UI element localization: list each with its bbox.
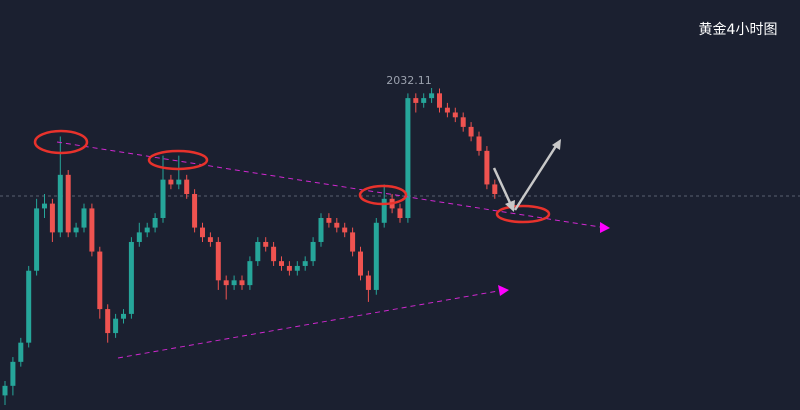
- candle-body: [350, 232, 356, 252]
- candle-body: [121, 313, 126, 319]
- candle-body: [271, 246, 277, 262]
- candle-body: [57, 174, 63, 233]
- candle-body: [105, 309, 111, 334]
- candle-body: [26, 270, 32, 343]
- candle-body: [42, 203, 47, 209]
- candle-body: [128, 241, 134, 314]
- candle-body: [373, 222, 379, 290]
- candle-body: [231, 280, 237, 286]
- candle-body: [286, 265, 292, 271]
- candle-body: [113, 318, 119, 334]
- candle-body: [484, 150, 490, 185]
- candle-body: [342, 227, 348, 233]
- candle-body: [215, 241, 221, 281]
- candle-body: [73, 227, 79, 233]
- arrow-head: [552, 139, 561, 150]
- candle-body: [413, 98, 419, 103]
- candle-body: [421, 98, 427, 103]
- candles: [2, 88, 498, 405]
- candle-body: [65, 174, 71, 233]
- candle-body: [152, 217, 158, 228]
- candle-body: [192, 194, 198, 228]
- highlight-ellipse: [147, 149, 209, 171]
- candle-body: [97, 251, 103, 310]
- highlight-ellipse: [33, 129, 89, 155]
- candle-body: [476, 136, 482, 151]
- candle-body: [2, 385, 8, 396]
- candle-body: [326, 217, 332, 223]
- candle-body: [381, 198, 387, 223]
- candle-body: [223, 280, 229, 286]
- candle-body: [302, 261, 308, 266]
- trend-line-upper: [56, 141, 601, 228]
- candle-body: [468, 126, 474, 137]
- highlight-ellipse: [495, 204, 551, 224]
- candle-body: [358, 251, 363, 276]
- candle-body: [81, 208, 87, 228]
- candle-body: [397, 208, 403, 218]
- trend-line-lower: [117, 290, 499, 359]
- candle-body: [176, 179, 182, 185]
- candle-body: [334, 222, 340, 228]
- candle-body: [460, 117, 466, 127]
- candle-body: [200, 227, 205, 238]
- candle-body: [160, 179, 166, 218]
- candle-body: [34, 208, 40, 271]
- candle-body: [310, 241, 316, 262]
- chart-title: 黄金4小时图: [699, 21, 778, 38]
- candle-body: [255, 241, 261, 262]
- candle-body: [207, 237, 213, 242]
- candle-body: [318, 217, 324, 242]
- candle-body: [89, 208, 95, 252]
- candle-body: [239, 280, 245, 286]
- candle-body: [144, 227, 150, 233]
- candle-body: [444, 107, 450, 113]
- candle-body: [49, 203, 55, 233]
- candle-body: [279, 261, 284, 266]
- candle-body: [492, 184, 498, 195]
- candle-body: [437, 93, 442, 108]
- candle-body: [405, 98, 411, 218]
- candle-body: [136, 232, 142, 242]
- arrow-head: [498, 285, 509, 296]
- candle-body: [429, 93, 435, 99]
- annotations: [33, 129, 610, 359]
- candle-body: [452, 112, 458, 118]
- candle-body: [294, 265, 300, 271]
- candle-body: [10, 361, 16, 386]
- candle-body: [263, 241, 269, 247]
- high-label: 2032.11: [386, 74, 432, 87]
- candle-body: [365, 275, 371, 290]
- candle-body: [168, 179, 174, 185]
- highlight-ellipse: [358, 184, 408, 206]
- path-arrow: [513, 145, 558, 211]
- path-arrow: [492, 167, 513, 206]
- candle-body: [184, 179, 190, 195]
- candle-body: [247, 261, 253, 286]
- candle-body: [18, 342, 24, 362]
- arrow-head: [505, 200, 515, 212]
- arrow-head: [600, 222, 610, 233]
